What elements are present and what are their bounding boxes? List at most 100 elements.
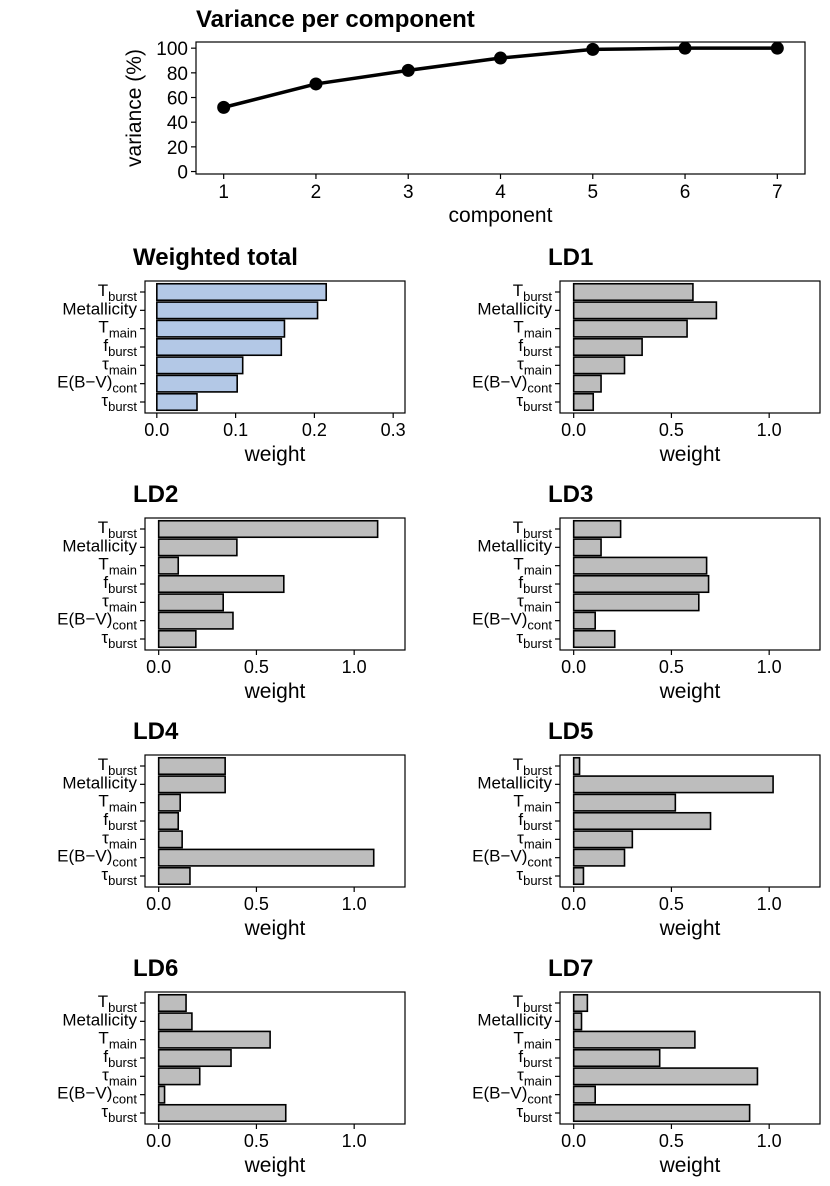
y-tick-label: Tmain (513, 792, 552, 815)
x-axis-label: weight (659, 680, 721, 703)
label-subscript: burst (108, 763, 137, 778)
label-subscript: main (524, 836, 552, 851)
x-axis-label: weight (659, 443, 721, 466)
bar (157, 593, 224, 612)
x-tick-label: 1 (218, 182, 229, 203)
label-main: T (98, 281, 108, 300)
panel-title: LD2 (133, 481, 178, 508)
bar (572, 519, 622, 539)
label-subscript: main (524, 800, 552, 815)
x-axis-label: weight (659, 917, 721, 940)
label-subscript: main (524, 1073, 552, 1088)
y-tick-label: fburst (103, 573, 137, 596)
y-tick-label: τburst (516, 865, 552, 888)
label-subscript: main (109, 800, 137, 815)
bar (572, 811, 712, 831)
label-main: T (513, 318, 523, 337)
label-main: T (513, 992, 523, 1011)
panel-title: LD5 (548, 718, 593, 745)
bar (156, 356, 244, 375)
label-main: τ (516, 628, 523, 647)
bar (157, 538, 238, 557)
bar (572, 756, 581, 776)
y-tick-label: τburst (101, 628, 137, 651)
label-subscript: burst (523, 1055, 552, 1070)
label-main: E(B−V) (472, 1084, 527, 1103)
bar (572, 793, 677, 812)
bar (157, 556, 180, 575)
label-subscript: burst (523, 1110, 552, 1125)
bar (156, 337, 283, 357)
bar (572, 1048, 661, 1068)
panel-title: LD6 (133, 955, 178, 982)
label-subscript: burst (523, 636, 552, 651)
label-main: f (518, 336, 523, 355)
bar (572, 1030, 696, 1049)
label-subscript: burst (108, 399, 137, 414)
x-tick-label: 0.3 (381, 420, 406, 440)
data-point (494, 51, 507, 65)
bar-panel-ld1: LD1TburstMetallicityTmainfburstτmainE(B−… (472, 244, 821, 466)
bar (157, 775, 226, 794)
y-tick-label: 40 (167, 113, 188, 134)
bar (157, 629, 197, 649)
bar (157, 611, 234, 630)
label-main: T (513, 555, 523, 574)
label-subscript: main (109, 563, 137, 578)
label-subscript: burst (523, 1000, 552, 1015)
y-tick-label: fburst (518, 1047, 552, 1070)
label-main: T (98, 992, 108, 1011)
panel-title: LD7 (548, 955, 593, 982)
y-tick-label: E(B−V)cont (57, 1084, 137, 1107)
x-tick-label: 0.0 (144, 420, 169, 440)
bar (572, 1085, 596, 1104)
label-subscript: main (524, 326, 552, 341)
x-axis-label: weight (659, 1154, 721, 1177)
label-subscript: burst (523, 399, 552, 414)
label-main: τ (516, 391, 523, 410)
y-tick-label: Metallicity (477, 773, 552, 792)
label-main: τ (102, 828, 109, 847)
y-tick-label: Metallicity (477, 536, 552, 555)
bar-panel-ld6: LD6TburstMetallicityTmainfburstτmainE(B−… (57, 955, 406, 1177)
y-tick-label: τmain (517, 591, 552, 614)
y-tick-label: 0 (177, 163, 188, 184)
bar (157, 793, 181, 812)
label-subscript: burst (523, 581, 552, 596)
y-tick-label: 100 (156, 39, 188, 60)
bar (157, 848, 375, 867)
y-tick-label: fburst (103, 810, 137, 833)
y-tick-label: fburst (103, 336, 137, 359)
y-tick-label: Tmain (513, 318, 552, 341)
y-tick-label: τmain (517, 828, 552, 851)
label-main: E(B−V) (472, 847, 527, 866)
y-tick-label: Tburst (513, 518, 553, 541)
label-main: T (513, 755, 523, 774)
x-tick-label: 1.0 (342, 657, 367, 677)
label-main: f (518, 810, 523, 829)
panel-border (559, 517, 821, 651)
y-tick-label: Tburst (98, 518, 138, 541)
y-tick-label: E(B−V)cont (57, 373, 137, 396)
y-tick-label: Tburst (98, 992, 138, 1015)
label-main: f (103, 336, 108, 355)
label-main: E(B−V) (472, 373, 527, 392)
bar (157, 1012, 193, 1031)
y-tick-label: E(B−V)cont (472, 610, 552, 633)
bar (572, 629, 616, 649)
bar (572, 593, 700, 612)
label-main: τ (101, 865, 108, 884)
data-point (401, 63, 415, 77)
y-tick-label: Tmain (98, 318, 137, 341)
bar-panel-ld5: LD5TburstMetallicityTmainfburstτmainE(B−… (472, 718, 821, 940)
variance-chart: Variance per component 1 2 3 4 5 6 7 0 20 40 60 80 10… (123, 6, 806, 227)
x-tick-label: 0.5 (659, 1131, 684, 1151)
label-main: T (513, 1029, 523, 1048)
x-tick-label: 0.5 (659, 420, 684, 440)
bar (157, 1048, 232, 1068)
y-tick-label: Tburst (98, 755, 138, 778)
data-point (309, 77, 323, 91)
panel-border (559, 754, 821, 888)
y-tick-label: Tburst (513, 755, 553, 778)
